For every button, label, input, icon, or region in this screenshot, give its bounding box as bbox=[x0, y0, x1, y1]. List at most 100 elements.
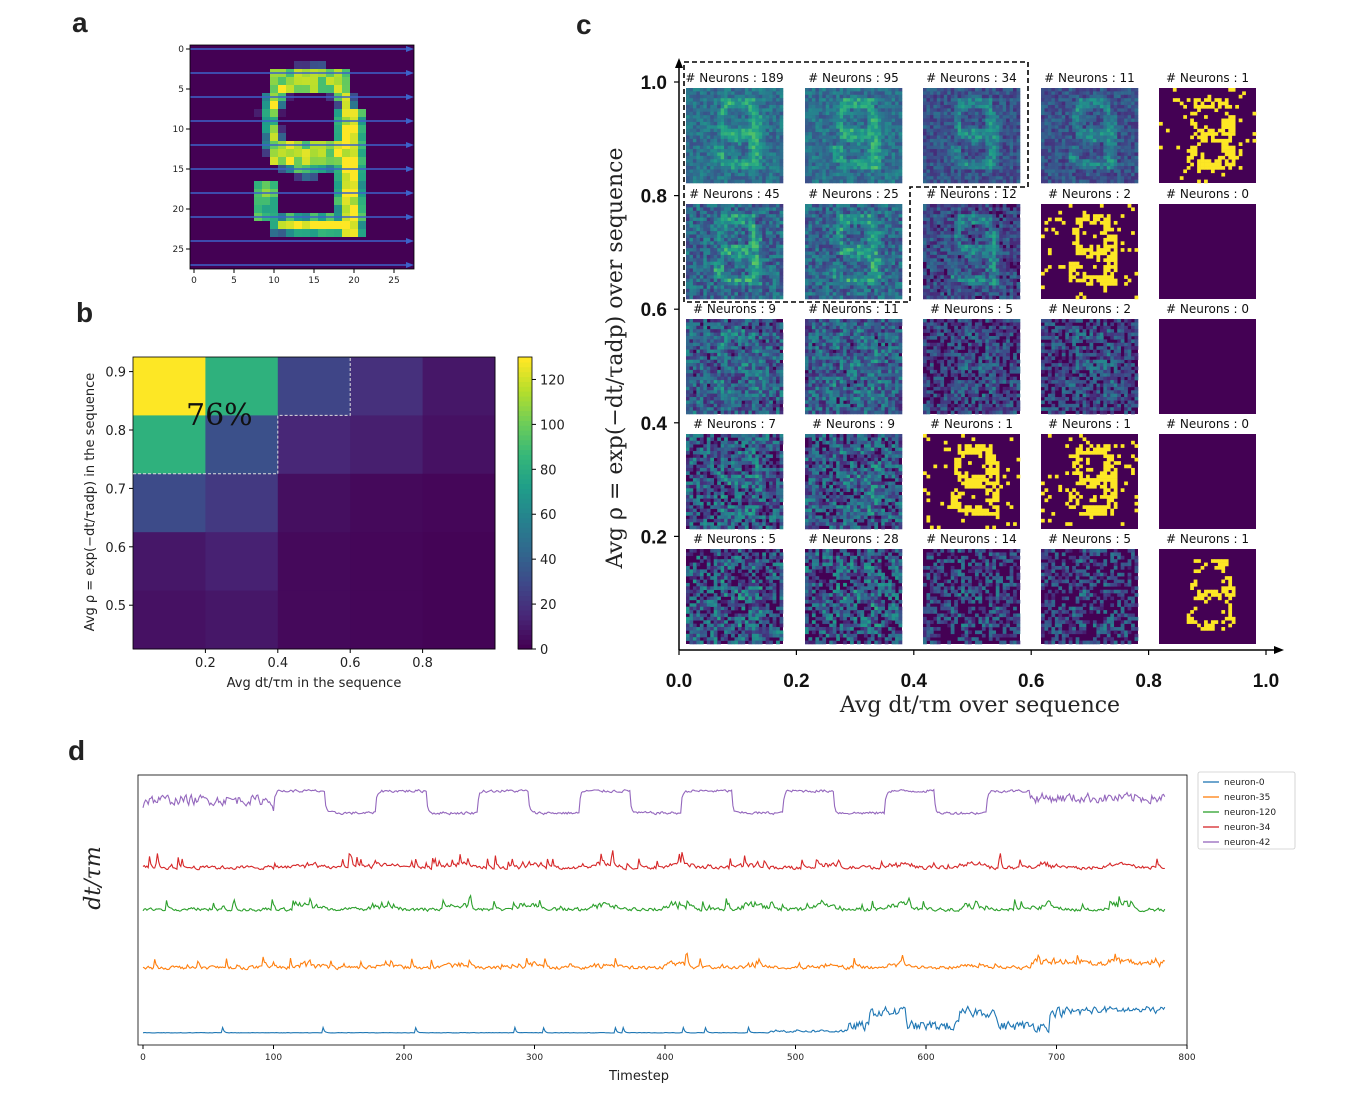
tile-pixel bbox=[1051, 169, 1056, 174]
tile-pixel bbox=[832, 132, 837, 136]
tile-pixel bbox=[1106, 104, 1111, 109]
tile-pixel bbox=[744, 108, 749, 113]
tile-pixel bbox=[1131, 115, 1135, 119]
tile-pixel bbox=[699, 138, 704, 143]
tile-pixel bbox=[898, 227, 903, 232]
tile-pixel bbox=[1131, 172, 1135, 177]
tile-pixel bbox=[720, 101, 725, 106]
tile-pixel bbox=[947, 176, 952, 180]
tile-pixel bbox=[772, 135, 777, 140]
tile-pixel bbox=[1016, 176, 1021, 180]
tile-pixel bbox=[706, 268, 711, 273]
tile-pixel bbox=[1096, 169, 1101, 174]
tile-pixel bbox=[964, 132, 969, 136]
tile-pixel bbox=[1044, 91, 1049, 96]
tile-pixel bbox=[1082, 172, 1087, 177]
tile-pixel bbox=[737, 210, 742, 215]
tile-pixel bbox=[877, 155, 882, 160]
tile-pixel bbox=[1127, 98, 1132, 102]
tile-pixel bbox=[1221, 145, 1226, 150]
tile-pixel bbox=[870, 176, 875, 180]
tile-pixel bbox=[692, 159, 697, 163]
tile-pixel bbox=[860, 128, 865, 133]
tile-pixel bbox=[1099, 169, 1104, 174]
tile-pixel bbox=[988, 128, 993, 133]
tile-pixel bbox=[1016, 138, 1021, 143]
tile-pixel bbox=[1245, 138, 1250, 143]
tile-pixel bbox=[1065, 104, 1070, 109]
tile-pixel bbox=[737, 111, 742, 116]
tile-pixel bbox=[1058, 142, 1063, 146]
tile-pixel bbox=[755, 125, 760, 130]
tile-pixel bbox=[772, 285, 777, 290]
tile-pixel bbox=[954, 111, 958, 116]
tile-pixel bbox=[1068, 101, 1073, 106]
tile-pixel bbox=[1120, 111, 1125, 116]
tile-pixel bbox=[699, 244, 704, 249]
tile-pixel bbox=[731, 251, 735, 256]
tile-pixel bbox=[811, 118, 816, 123]
tile-pixel bbox=[961, 149, 965, 153]
tile-pixel bbox=[846, 220, 851, 225]
tile-pixel bbox=[943, 152, 948, 157]
tile-pixel bbox=[710, 149, 715, 153]
tile-pixel bbox=[703, 169, 708, 174]
tile-pixel bbox=[867, 159, 872, 163]
tile-pixel bbox=[765, 231, 770, 235]
tile-pixel bbox=[895, 204, 899, 208]
tile-pixel bbox=[769, 278, 773, 283]
tile-pixel bbox=[988, 149, 993, 153]
tile-pixel bbox=[748, 254, 753, 259]
tile-pixel bbox=[689, 204, 694, 208]
tile-pixel bbox=[978, 138, 983, 143]
tile-pixel bbox=[881, 125, 885, 130]
tile-pixel bbox=[692, 258, 697, 262]
tile-pixel bbox=[877, 149, 882, 153]
panel-c-tile-grid: 0.0 0.2 0.4 0.6 0.8 1.00.20.40.60.81.0 # Neuro… bbox=[641, 58, 1284, 692]
heatmap-cell bbox=[277, 357, 351, 416]
tile-pixel bbox=[1134, 101, 1139, 106]
tile-pixel bbox=[727, 152, 732, 157]
tile-pixel bbox=[981, 166, 986, 170]
tile-pixel bbox=[758, 101, 763, 106]
tile-pixel bbox=[776, 152, 780, 157]
tile-pixel bbox=[832, 234, 837, 239]
tile-pixel bbox=[727, 271, 732, 276]
tile-pixel bbox=[1054, 125, 1059, 130]
tile-pixel bbox=[1072, 169, 1076, 174]
tile-pixel bbox=[978, 176, 983, 180]
tile-pixel bbox=[717, 152, 721, 157]
tile-pixel bbox=[895, 135, 899, 140]
tile-pixel bbox=[769, 292, 773, 296]
tile-pixel bbox=[762, 241, 766, 246]
tile-pixel bbox=[1075, 121, 1080, 126]
tile-pixel bbox=[1231, 155, 1236, 160]
tile-pixel bbox=[706, 278, 711, 283]
tile-pixel bbox=[765, 214, 770, 218]
tile-pixel bbox=[856, 166, 861, 170]
tile-pixel bbox=[981, 98, 986, 102]
tile-pixel bbox=[884, 111, 889, 116]
tile-pixel bbox=[999, 135, 1003, 140]
tile-pixel bbox=[839, 220, 844, 225]
tile-pixel bbox=[748, 220, 753, 225]
tile-pixel bbox=[829, 94, 834, 99]
tile-pixel bbox=[1134, 91, 1139, 96]
tile-pixel bbox=[741, 111, 746, 116]
tile-pixel bbox=[863, 149, 868, 153]
tile-pixel bbox=[929, 142, 934, 146]
tile-pixel bbox=[964, 162, 969, 167]
tile-pixel bbox=[731, 241, 735, 246]
tile-pixel bbox=[1110, 152, 1115, 157]
tile-pixel bbox=[805, 94, 809, 99]
tile-pixel bbox=[1117, 179, 1121, 184]
tile-pixel bbox=[884, 172, 889, 177]
tile-pixel bbox=[943, 88, 948, 92]
tile-pixel bbox=[1061, 179, 1066, 184]
tile-pixel bbox=[947, 155, 952, 160]
tile-pixel bbox=[751, 244, 756, 249]
tile-pixel bbox=[863, 241, 868, 246]
tile-pixel bbox=[1120, 91, 1125, 96]
tile-pixel bbox=[731, 217, 735, 222]
tile-pixel bbox=[1207, 162, 1212, 167]
